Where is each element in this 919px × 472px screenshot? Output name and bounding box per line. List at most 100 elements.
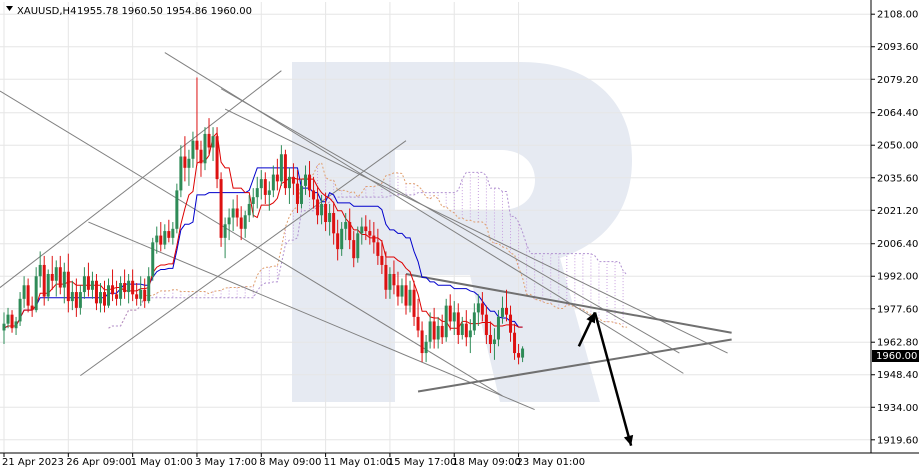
forecast-arrows [577, 311, 634, 447]
caret-down-icon[interactable] [6, 6, 13, 11]
candle [231, 199, 235, 232]
candle [131, 269, 135, 302]
current-price-label: 1960.00 [876, 351, 917, 362]
candle [203, 127, 207, 171]
candle [187, 149, 191, 186]
candle-body [215, 136, 219, 180]
candle-body [279, 154, 283, 182]
tenkan-sen-line [3, 131, 523, 329]
candle [404, 273, 408, 315]
candle-body [316, 199, 320, 216]
candle-body [167, 231, 171, 238]
candle [159, 222, 163, 252]
candle [167, 219, 171, 243]
candle-body [94, 280, 98, 304]
candle [476, 294, 480, 326]
candle-body [468, 330, 472, 338]
candle [94, 273, 98, 311]
candle [428, 312, 432, 349]
watermark-logo [292, 62, 632, 402]
candle-body [207, 133, 211, 148]
candle-body [10, 314, 14, 329]
candle-body [400, 285, 404, 297]
price-tick-label: 2035.60 [877, 173, 918, 184]
candle-body [22, 285, 26, 299]
candle-body [247, 203, 251, 216]
trend-line [0, 90, 503, 397]
candle-body [304, 174, 307, 186]
candle-body [131, 280, 135, 295]
candle-body [408, 289, 412, 306]
candle [199, 140, 203, 177]
candle [304, 165, 307, 195]
price-tick-label: 1934.00 [877, 403, 918, 414]
candle-body [412, 289, 416, 317]
candle-body [299, 185, 303, 204]
candle-body [183, 156, 187, 168]
candle [396, 271, 400, 306]
candle-body [6, 314, 10, 324]
candle [115, 280, 119, 306]
candle [34, 267, 38, 313]
candle [175, 183, 179, 234]
candle [456, 303, 460, 345]
candle-body [143, 289, 147, 302]
candle-body [496, 316, 500, 340]
candle-body [324, 203, 328, 223]
candle-body [513, 332, 517, 354]
candle [143, 278, 147, 308]
candle [432, 307, 436, 349]
candle-body [500, 307, 504, 317]
candle [147, 267, 151, 304]
candle-body [492, 339, 496, 345]
candle [336, 219, 340, 261]
price-axis[interactable]: 2108.00 2093.60 2079.20 2064.40 2050.00 2035.… [871, 10, 918, 447]
candle [420, 321, 424, 363]
candle-body [505, 307, 508, 315]
triangle-upper-line [405, 273, 732, 334]
candle-body [227, 217, 231, 225]
candle [46, 269, 50, 302]
price-tick-label: 2021.20 [877, 206, 918, 217]
candle [332, 201, 336, 245]
candle-body [54, 267, 58, 281]
candle [299, 179, 303, 209]
trend-line [80, 140, 407, 377]
candle-body [416, 316, 420, 331]
candle [408, 280, 412, 313]
candle-body [352, 240, 356, 259]
candle-body [191, 140, 195, 159]
time-tick-label: 23 May 01:00 [517, 457, 586, 468]
candle-body [98, 292, 102, 304]
time-tick-label: 1 May 01:00 [131, 457, 193, 468]
axes [0, 0, 919, 454]
candle-body [271, 174, 275, 191]
candle [239, 206, 243, 241]
candle-body [179, 156, 183, 191]
candle-body [14, 321, 18, 329]
time-axis[interactable]: 21 Apr 2023 26 Apr 09:00 1 May 01:00 3 May … [2, 453, 585, 468]
price-tick-label: 1919.60 [877, 435, 918, 446]
candle-body [243, 215, 247, 229]
candle [135, 283, 139, 306]
kijun-sen-line [3, 167, 523, 329]
candle-body [163, 231, 167, 245]
candle [259, 170, 263, 200]
candle-body [452, 312, 456, 322]
candle [312, 176, 316, 209]
candle-body [30, 305, 34, 311]
candle-body [380, 255, 384, 265]
down-arrow-head [623, 434, 634, 446]
candle [54, 260, 58, 297]
candlestick-series [2, 77, 525, 365]
candle [195, 77, 199, 166]
candle-body [444, 305, 448, 338]
candle-body [440, 325, 444, 338]
price-tick-label: 2093.60 [877, 42, 918, 53]
candle [10, 310, 14, 333]
time-tick-label: 11 May 01:00 [324, 457, 393, 468]
candle [484, 305, 488, 345]
candle [384, 251, 388, 299]
candle [348, 208, 352, 250]
